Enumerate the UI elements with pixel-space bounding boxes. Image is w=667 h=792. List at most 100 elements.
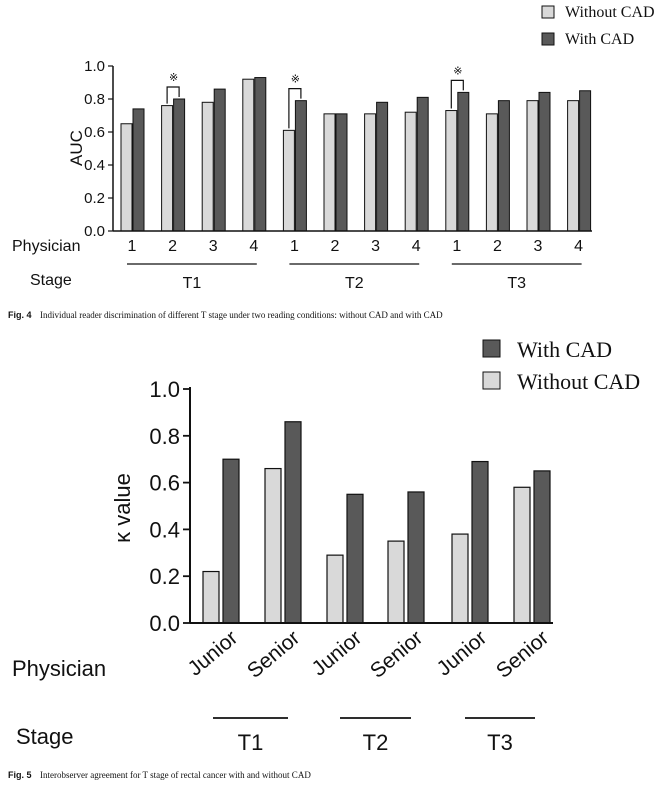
fig5-bar-without-cad: [513, 486, 531, 624]
fig5-bar-with-cad: [407, 491, 425, 624]
fig5-bar-with-cad: [533, 470, 551, 624]
fig4-bar-without-cad: [567, 100, 580, 232]
fig4-bar-with-cad: [416, 96, 429, 232]
fig5-x-tick-label: Junior: [184, 626, 243, 680]
fig4-x-tick-label: 1: [128, 238, 137, 255]
fig4-y-tick-label: 0.8: [84, 91, 105, 108]
fig4-group-label: T1: [183, 275, 202, 292]
fig5-x-tick-label: Senior: [492, 626, 553, 683]
fig5-x-tick-label: Junior: [308, 626, 367, 680]
fig4-chart: Without CAD With CAD AUC 0.0 0.2 0.4 0.6 0.8…: [12, 4, 655, 292]
fig4-stage-label: Stage: [30, 272, 72, 289]
fig4-bar-without-cad: [323, 113, 336, 232]
fig5-y-tick-label: 0.2: [149, 564, 180, 589]
fig4-bar-with-cad: [376, 101, 389, 232]
fig4-x-tick-label: 4: [412, 238, 421, 255]
fig5-y-tick-label: 0.4: [149, 517, 180, 542]
fig5-chart: With CAD Without CAD κ value 0.0 0.2 0.4 0.…: [12, 337, 640, 755]
fig5-legend-swatch-without: [482, 371, 501, 390]
fig5-bar-with-cad: [346, 493, 364, 624]
fig4-bar-without-cad: [364, 113, 377, 232]
fig5-bar-without-cad: [326, 554, 344, 624]
fig4-significance-bracket: [450, 79, 464, 109]
fig4-legend-label-without: Without CAD: [565, 4, 655, 21]
fig4-bar-with-cad: [335, 113, 348, 232]
fig5-physician-label: Physician: [12, 656, 106, 681]
fig4-bar-without-cad: [120, 123, 133, 232]
fig4-x-tick-label: 3: [371, 238, 380, 255]
fig5-group-label: T1: [238, 730, 264, 755]
fig4-x-labels: 1 2 3 4 1 2 3 4 1 2 3 4: [128, 238, 584, 255]
fig5-bar-with-cad: [471, 460, 489, 624]
fig5-legend-label-with: With CAD: [517, 337, 612, 362]
fig5-x-tick-label: Junior: [433, 626, 492, 680]
fig4-x-tick-label: 4: [249, 238, 258, 255]
fig4-significance-bracket: [166, 86, 180, 104]
fig4-x-tick-label: 2: [168, 238, 177, 255]
fig4-y-tick-label: 0.0: [84, 223, 105, 240]
fig4-bar-without-cad: [201, 101, 214, 232]
fig4-bar-with-cad: [213, 88, 226, 232]
fig4-significance-marker: ※: [169, 72, 178, 84]
fig4-group-labels: T1 T2 T3: [127, 263, 582, 292]
fig5-bars: [202, 421, 551, 624]
fig4-x-tick-label: 1: [452, 238, 461, 255]
fig5-legend-swatch-with: [482, 339, 501, 358]
fig5-caption-label: Fig. 5: [8, 770, 32, 780]
fig4-caption: Fig. 4 Individual reader discrimination …: [8, 310, 443, 320]
fig4-bar-with-cad: [173, 98, 186, 232]
fig4-bar-with-cad: [294, 100, 307, 232]
fig5-bar-without-cad: [387, 540, 405, 624]
fig4-y-tick-label: 0.4: [84, 157, 105, 174]
fig5-x-tick-label: Senior: [243, 626, 304, 683]
fig5-caption-text: Interobserver agreement for T stage of r…: [40, 770, 311, 780]
fig4-x-tick-label: 2: [331, 238, 340, 255]
fig5-y-ticks: 0.0 0.2 0.4 0.6 0.8 1.0: [149, 377, 190, 636]
fig4-bar-with-cad: [132, 108, 145, 232]
fig5-legend-label-without: Without CAD: [517, 369, 640, 394]
fig5-group-labels: T1 T2 T3: [213, 717, 535, 755]
fig4-bar-with-cad: [457, 91, 470, 232]
fig4-caption-text: Individual reader discrimination of diff…: [40, 310, 443, 320]
fig4-bars: [120, 77, 592, 232]
fig4-legend-swatch-without: [541, 5, 555, 19]
fig4-significance: ※ ※ ※: [166, 65, 464, 129]
fig4-bar-with-cad: [497, 100, 510, 232]
fig5-y-axis-title: κ value: [110, 473, 135, 543]
fig5-group-label: T2: [363, 730, 389, 755]
fig4-y-tick-label: 0.6: [84, 124, 105, 141]
fig4-group-label: T2: [345, 275, 364, 292]
fig4-x-tick-label: 2: [493, 238, 502, 255]
fig5-y-tick-label: 0.6: [149, 471, 180, 496]
fig4-y-tick-label: 1.0: [84, 58, 105, 75]
fig4-legend: Without CAD With CAD: [541, 4, 655, 48]
fig5-bar-without-cad: [264, 467, 282, 624]
fig4-legend-swatch-with: [541, 32, 555, 46]
fig5-legend: With CAD Without CAD: [482, 337, 640, 394]
fig4-bar-with-cad: [538, 91, 551, 232]
fig5-y-tick-label: 0.8: [149, 424, 180, 449]
fig4-x-tick-label: 3: [209, 238, 218, 255]
fig4-significance-bracket: [288, 88, 302, 129]
fig4-x-tick-label: 3: [534, 238, 543, 255]
fig5-x-tick-label: Senior: [366, 626, 427, 683]
fig4-physician-label: Physician: [12, 238, 80, 255]
fig4-bar-without-cad: [526, 100, 539, 232]
fig4-bar-without-cad: [282, 129, 295, 232]
fig5-bar-without-cad: [202, 570, 220, 624]
fig5-group-label: T3: [487, 730, 513, 755]
fig4-y-axis-title: AUC: [67, 130, 86, 166]
fig4-bar-without-cad: [485, 113, 498, 232]
fig4-legend-label-with: With CAD: [565, 31, 634, 48]
fig5-y-tick-label: 0.0: [149, 611, 180, 636]
fig4-bar-with-cad: [254, 77, 267, 232]
fig5-x-labels: Junior Senior Junior Senior Junior Senior: [184, 626, 554, 683]
fig5-bar-without-cad: [451, 533, 469, 624]
fig4-significance-marker: ※: [291, 74, 300, 86]
fig4-significance-marker: ※: [453, 65, 462, 77]
fig5-caption: Fig. 5 Interobserver agreement for T sta…: [8, 770, 311, 780]
fig4-x-tick-label: 4: [574, 238, 583, 255]
fig4-x-tick-label: 1: [290, 238, 299, 255]
fig5-stage-label: Stage: [16, 724, 74, 749]
